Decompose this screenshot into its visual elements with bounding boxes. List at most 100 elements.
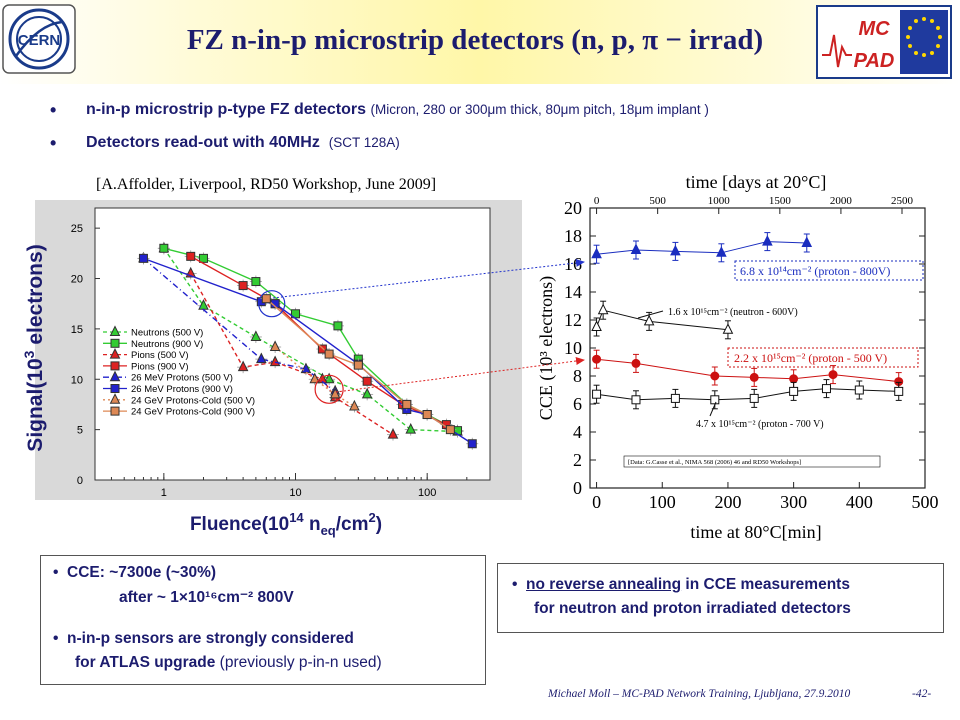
data-point bbox=[445, 425, 455, 435]
signal-vs-fluence-chart: 0 5 10 15 20 25 1 10 100 Neutrons (500 V)Neutrons… bbox=[21, 200, 522, 538]
series bbox=[591, 232, 813, 264]
y-axis-label: CCE (10³ electrons) bbox=[536, 276, 557, 420]
data-point bbox=[821, 384, 831, 394]
legend: Neutrons (500 V)Neutrons (900 V)Pions (5… bbox=[103, 325, 255, 418]
y-tick-label: 2 bbox=[573, 450, 582, 470]
x-axis-label: Fluence(1014 neq/cm2) bbox=[190, 510, 382, 538]
box-left-line3: • n-in-p sensors are strongly considered bbox=[53, 630, 354, 647]
data-point bbox=[138, 253, 148, 263]
data-point bbox=[237, 360, 249, 372]
footer: Michael Moll – MC-PAD Network Training, … bbox=[548, 688, 931, 700]
data-point bbox=[198, 253, 208, 263]
annotation-leader bbox=[637, 310, 664, 319]
data-point bbox=[323, 372, 335, 384]
legend-marker bbox=[110, 384, 120, 393]
cern-logo: CERN bbox=[2, 4, 76, 74]
top-tick-label: 2000 bbox=[830, 195, 853, 207]
x-tick-label: 0 bbox=[592, 492, 601, 512]
data-point bbox=[402, 399, 412, 409]
data-point bbox=[329, 387, 341, 399]
summary-box-left: • CCE: ~7300e (~30%) after ~ 1×10¹⁶cm⁻² … bbox=[40, 555, 486, 685]
data-point bbox=[250, 330, 262, 341]
x-tick-label: 100 bbox=[649, 492, 676, 512]
top-tick-label: 0 bbox=[594, 195, 600, 207]
data-point bbox=[309, 372, 321, 384]
data-point bbox=[762, 234, 773, 246]
y-tick-label: 5 bbox=[77, 425, 83, 437]
data-point bbox=[630, 243, 642, 254]
data-point bbox=[324, 349, 334, 359]
series-line bbox=[596, 309, 728, 331]
data-point bbox=[256, 352, 267, 364]
x-tick-label: 100 bbox=[418, 487, 436, 499]
legend-label: Neutrons (500 V) bbox=[131, 328, 203, 339]
y-tick-label: 0 bbox=[573, 478, 582, 498]
x-axis-label: time at 80°C[min] bbox=[690, 522, 821, 542]
data-point bbox=[749, 372, 759, 382]
legend-marker bbox=[109, 325, 121, 336]
data-point bbox=[261, 294, 271, 304]
data-point bbox=[643, 314, 655, 326]
x-tick-label: 200 bbox=[714, 492, 741, 512]
y-tick-label: 25 bbox=[71, 223, 83, 235]
page-title: FZ n-in-p microstrip detectors (n, p, π … bbox=[186, 24, 764, 56]
box-left-line4: for ATLAS upgrade (previously p-in-n use… bbox=[75, 654, 382, 671]
bullet-detail: (SCT 128A) bbox=[328, 135, 400, 150]
legend-label: Pions (900 V) bbox=[131, 361, 189, 372]
data-point bbox=[362, 376, 372, 386]
reference-citation: [A.Affolder, Liverpool, RD50 Workshop, J… bbox=[96, 176, 437, 193]
data-point bbox=[722, 323, 734, 334]
bullet-dot-icon: • bbox=[50, 133, 57, 153]
data-point bbox=[631, 358, 641, 368]
data-source-note: [Data: G.Casse et al., NIMA 568 (2006) 4… bbox=[628, 459, 801, 466]
y-tick-label: 6 bbox=[573, 394, 582, 414]
y-tick-label: 10 bbox=[71, 374, 83, 386]
x-tick-label: 500 bbox=[912, 492, 939, 512]
y-tick-label: 14 bbox=[564, 282, 582, 302]
data-point bbox=[716, 246, 727, 257]
data-point bbox=[349, 399, 360, 411]
annotation-leader bbox=[709, 401, 717, 417]
data-point bbox=[789, 374, 799, 384]
y-axis-label: Signal(103 electrons) bbox=[21, 244, 47, 451]
series-line bbox=[190, 273, 394, 436]
bullet-main: n-in-p microstrip p-type FZ detectors bbox=[86, 101, 367, 118]
legend-marker bbox=[110, 338, 120, 348]
mcpad-logo: MC PAD bbox=[816, 5, 952, 79]
legend-marker bbox=[110, 406, 120, 416]
data-point bbox=[269, 340, 281, 352]
top-tick-label: 500 bbox=[649, 195, 666, 207]
data-point bbox=[251, 277, 261, 287]
y-tick-label: 4 bbox=[573, 422, 582, 442]
cern-logo-text: CERN bbox=[18, 32, 61, 49]
x-tick-label: 10 bbox=[289, 487, 301, 499]
annotation-box bbox=[727, 347, 919, 368]
series-line bbox=[596, 241, 807, 255]
bullet-main: Detectors read-out with 40MHz bbox=[86, 134, 320, 151]
annotation-label: 1.6 x 10¹⁵cm⁻² (neutron - 600V) bbox=[668, 307, 798, 318]
data-point bbox=[749, 393, 759, 403]
box-right-line2: for neutron and proton irradiated detect… bbox=[534, 600, 851, 617]
legend-marker bbox=[109, 370, 121, 382]
data-point bbox=[238, 281, 248, 291]
y-tick-label: 18 bbox=[564, 226, 582, 246]
bullet-detail: (Micron, 280 or 300μm thick, 80μm pitch,… bbox=[370, 102, 709, 117]
legend-label: Pions (500 V) bbox=[131, 350, 189, 361]
highlight-circle-blue bbox=[258, 290, 286, 318]
data-point bbox=[670, 393, 680, 403]
series bbox=[592, 349, 904, 392]
annotation-label: 4.7 x 10¹⁵cm⁻² (proton - 700 V) bbox=[696, 419, 824, 430]
data-point bbox=[894, 386, 904, 396]
footer-text: Michael Moll – MC-PAD Network Training, … bbox=[548, 688, 851, 700]
y-tick-label: 12 bbox=[564, 310, 582, 330]
data-source-box bbox=[623, 455, 881, 468]
series bbox=[269, 340, 361, 413]
box-left-line2: after ~ 1×10¹⁶cm⁻² 800V bbox=[119, 589, 294, 606]
data-point bbox=[710, 395, 720, 405]
data-point bbox=[467, 439, 477, 449]
x-tick-label: 300 bbox=[780, 492, 807, 512]
data-point bbox=[670, 244, 681, 256]
data-point bbox=[361, 387, 373, 399]
data-point bbox=[597, 303, 609, 315]
box-right-line1: • no reverse annealing in CCE measuremen… bbox=[512, 576, 850, 593]
